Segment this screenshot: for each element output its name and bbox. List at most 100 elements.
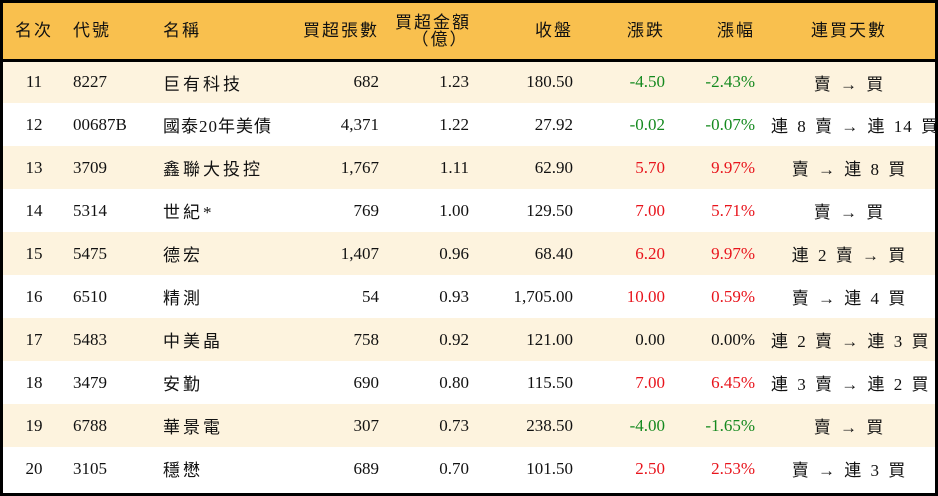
cell-rank: 16 (25, 286, 43, 306)
cell-close: 121.00 (526, 329, 573, 349)
cell-rank: 13 (25, 157, 43, 177)
cell-amount: 0.80 (439, 372, 469, 392)
cell-streak: 賣 → 連 3 買 (791, 461, 907, 480)
cell-close: 62.90 (534, 157, 573, 177)
cell-rank: 17 (25, 329, 43, 349)
cell-code: 3709 (73, 157, 107, 177)
table-row: 11 8227 巨有科技 682 1.23 180.50 -4.50 -2.43… (3, 60, 935, 103)
net-buy-ranking-table: 名次 代號 名稱 買超張數 買超金額 （億） 收盤 漲跌 漲幅 連買天數 11 … (3, 3, 938, 490)
table-header: 名次 代號 名稱 買超張數 買超金額 （億） 收盤 漲跌 漲幅 連買天數 (3, 3, 935, 60)
header-net-buy-amount: 買超金額 （億） (387, 3, 483, 60)
cell-amount: 1.11 (439, 157, 469, 177)
cell-streak: 賣 → 連 4 買 (791, 289, 907, 308)
cell-change-pct: 9.97% (711, 243, 755, 263)
cell-amount: 0.93 (439, 286, 469, 306)
cell-lots: 758 (353, 329, 380, 349)
cell-close: 1,705.00 (513, 286, 574, 306)
cell-lots: 690 (353, 372, 380, 392)
cell-rank: 18 (25, 372, 43, 392)
cell-change-pct: -1.65% (705, 415, 755, 435)
table-row: 18 3479 安勤 690 0.80 115.50 7.00 6.45% 連 … (3, 361, 935, 404)
cell-name: 鑫聯大投控 (163, 160, 263, 179)
table-row: 19 6788 華景電 307 0.73 238.50 -4.00 -1.65%… (3, 404, 935, 447)
cell-name: 安勤 (163, 375, 203, 394)
cell-close: 238.50 (526, 415, 573, 435)
cell-close: 180.50 (526, 72, 573, 92)
cell-rank: 19 (25, 415, 43, 435)
header-row: 名次 代號 名稱 買超張數 買超金額 （億） 收盤 漲跌 漲幅 連買天數 (3, 3, 935, 60)
header-code: 代號 (73, 21, 111, 41)
cell-code: 5314 (73, 200, 107, 220)
cell-rank: 15 (25, 243, 43, 263)
cell-change-pct: -2.43% (705, 72, 755, 92)
cell-amount: 0.73 (439, 415, 469, 435)
header-streak: 連買天數 (811, 21, 887, 41)
cell-code: 6510 (73, 286, 107, 306)
cell-change: 7.00 (635, 372, 665, 392)
cell-name: 世紀* (163, 203, 215, 222)
cell-name: 精測 (163, 289, 203, 308)
cell-lots: 4,371 (340, 114, 379, 134)
cell-name: 德宏 (163, 246, 203, 265)
cell-change: 2.50 (635, 458, 665, 478)
cell-lots: 682 (353, 72, 380, 92)
cell-code: 3479 (73, 372, 107, 392)
table-row: 17 5483 中美晶 758 0.92 121.00 0.00 0.00% 連… (3, 318, 935, 361)
table-body: 11 8227 巨有科技 682 1.23 180.50 -4.50 -2.43… (3, 60, 938, 490)
cell-change-pct: 9.97% (711, 157, 755, 177)
cell-code: 3105 (73, 458, 107, 478)
cell-code: 00687B (73, 114, 127, 134)
cell-lots: 1,767 (340, 157, 379, 177)
cell-amount: 1.00 (439, 200, 469, 220)
cell-change-pct: 6.45% (711, 372, 755, 392)
cell-streak: 賣 → 買 (813, 74, 885, 94)
cell-amount: 1.22 (439, 114, 469, 134)
cell-code: 5483 (73, 329, 107, 349)
cell-code: 6788 (73, 415, 107, 435)
cell-close: 115.50 (526, 372, 573, 392)
cell-streak: 賣 → 連 8 買 (791, 160, 907, 179)
header-net-buy-lots: 買超張數 (303, 21, 379, 41)
cell-change: 10.00 (626, 286, 665, 306)
cell-code: 8227 (73, 72, 107, 92)
cell-amount: 0.96 (439, 243, 469, 263)
cell-name: 中美晶 (163, 332, 223, 351)
cell-streak: 連 3 賣 → 連 2 買 (771, 375, 930, 394)
cell-lots: 54 (362, 286, 379, 306)
cell-lots: 689 (353, 458, 380, 478)
cell-lots: 307 (353, 415, 380, 435)
header-net-buy-amount-line2: （億） (411, 29, 469, 49)
cell-amount: 0.70 (439, 458, 469, 478)
cell-change: -4.50 (629, 72, 665, 92)
cell-change-pct: 5.71% (711, 200, 755, 220)
cell-change-pct: 0.00% (711, 329, 755, 349)
cell-rank: 11 (25, 72, 43, 92)
cell-change: 0.00 (635, 329, 665, 349)
cell-change-pct: -0.07% (705, 114, 755, 134)
cell-rank: 14 (25, 200, 43, 220)
cell-rank: 20 (25, 458, 43, 478)
cell-change-pct: 2.53% (711, 458, 755, 478)
cell-streak: 賣 → 買 (813, 203, 885, 222)
table-row: 13 3709 鑫聯大投控 1,767 1.11 62.90 5.70 9.97… (3, 146, 935, 189)
cell-amount: 1.23 (439, 72, 469, 92)
table-row: 12 00687B 國泰20年美債 4,371 1.22 27.92 -0.02… (3, 103, 938, 146)
cell-name: 巨有科技 (163, 74, 243, 94)
table-row: 15 5475 德宏 1,407 0.96 68.40 6.20 9.97% 連… (3, 232, 935, 275)
cell-close: 129.50 (526, 200, 573, 220)
header-net-buy-amount-line1: 買超金額 (395, 12, 471, 32)
table-row: 16 6510 精測 54 0.93 1,705.00 10.00 0.59% … (3, 275, 935, 318)
cell-close: 68.40 (534, 243, 573, 263)
cell-name: 穩懋 (163, 461, 203, 480)
cell-change: 7.00 (635, 200, 665, 220)
table-row: 14 5314 世紀* 769 1.00 129.50 7.00 5.71% 賣… (3, 189, 935, 232)
cell-change-pct: 0.59% (711, 286, 755, 306)
header-close: 收盤 (535, 21, 573, 41)
cell-streak: 連 2 賣 → 連 3 買 (771, 332, 930, 351)
cell-amount: 0.92 (439, 329, 469, 349)
cell-change: 6.20 (635, 243, 665, 263)
header-rank: 名次 (15, 21, 53, 41)
cell-streak: 賣 → 買 (813, 418, 885, 437)
cell-change: -0.02 (629, 114, 665, 134)
cell-code: 5475 (73, 243, 107, 263)
